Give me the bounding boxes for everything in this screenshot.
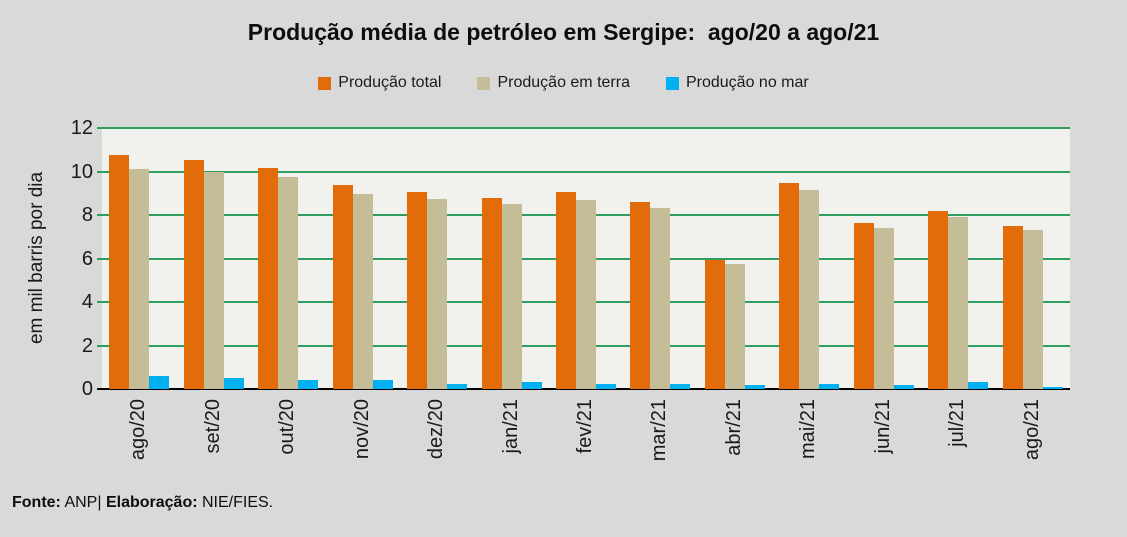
x-axis-label-jul-21: jul/21 bbox=[946, 399, 969, 447]
legend-swatch-icon bbox=[665, 76, 679, 90]
source-note: Fonte: ANP| Elaboração: NIE/FIES. bbox=[12, 494, 273, 512]
plot-area bbox=[97, 127, 1070, 390]
x-axis-label-out-20: out/20 bbox=[276, 399, 299, 455]
legend-item: Produção total bbox=[318, 74, 441, 92]
bar-produ-o-no-mar-jan-21 bbox=[521, 382, 542, 389]
elaboration-value: NIE/FIES. bbox=[202, 494, 274, 511]
y-axis-label-0: 0 bbox=[81, 378, 93, 400]
source-value: ANP| bbox=[64, 494, 102, 511]
bar-produ-o-em-terra-set-20 bbox=[203, 171, 224, 389]
gridline-y12 bbox=[97, 127, 1070, 129]
y-axis-label-12: 12 bbox=[70, 117, 93, 139]
legend-label: Produção total bbox=[338, 74, 442, 91]
bar-produ-o-total-jul-21 bbox=[928, 210, 949, 389]
x-axis-label-jun-21: jun/21 bbox=[871, 399, 894, 454]
x-axis-label-ago-20: ago/20 bbox=[127, 399, 150, 461]
bar-produ-o-no-mar-mai-21 bbox=[819, 383, 840, 389]
chart-legend: Produção total Produção em terra Produção … bbox=[0, 74, 1127, 92]
y-axis-label-8: 8 bbox=[81, 204, 93, 226]
bar-produ-o-no-mar-jul-21 bbox=[968, 382, 989, 389]
bar-produ-o-no-mar-abr-21 bbox=[744, 384, 765, 389]
bar-produ-o-no-mar-out-20 bbox=[298, 380, 319, 389]
bar-produ-o-total-jun-21 bbox=[853, 222, 874, 389]
bar-produ-o-em-terra-jan-21 bbox=[501, 204, 522, 389]
bar-produ-o-total-mai-21 bbox=[779, 183, 800, 389]
bar-produ-o-em-terra-nov-20 bbox=[352, 194, 373, 389]
bar-produ-o-no-mar-ago-20 bbox=[149, 375, 170, 389]
bar-produ-o-total-ago-21 bbox=[1002, 225, 1023, 389]
x-axis-label-dez-20: dez/20 bbox=[425, 399, 448, 460]
bar-produ-o-total-set-20 bbox=[183, 159, 204, 389]
x-axis-label-mar-21: mar/21 bbox=[648, 399, 671, 462]
x-axis-label-set-20: set/20 bbox=[201, 399, 224, 454]
y-axis-label-2: 2 bbox=[81, 334, 93, 357]
bar-produ-o-no-mar-nov-20 bbox=[372, 380, 393, 389]
y-axis-label-4: 4 bbox=[81, 291, 93, 313]
bar-produ-o-total-abr-21 bbox=[704, 259, 725, 389]
bar-produ-o-em-terra-fev-21 bbox=[576, 199, 596, 389]
bar-produ-o-no-mar-dez-20 bbox=[447, 383, 468, 389]
bar-produ-o-total-nov-20 bbox=[332, 184, 353, 389]
bar-produ-o-em-terra-mar-21 bbox=[650, 208, 671, 389]
x-axis-label-fev-21: fev/21 bbox=[574, 399, 596, 454]
legend-label: Produção em terra bbox=[497, 74, 630, 91]
elaboration-label: Elaboração: bbox=[105, 494, 198, 511]
bar-produ-o-em-terra-jul-21 bbox=[948, 217, 969, 389]
x-axis-tick-labels: ago/20 set/20 out/20 nov/20 dez/20 jan/21 fev/… bbox=[102, 399, 1070, 479]
gridline-y10 bbox=[97, 170, 1070, 173]
x-axis-label-jan-21: jan/21 bbox=[499, 399, 522, 454]
legend-swatch-icon bbox=[318, 76, 332, 90]
bar-produ-o-em-terra-jun-21 bbox=[873, 228, 894, 389]
bar-produ-o-no-mar-ago-21 bbox=[1042, 386, 1063, 389]
bar-produ-o-total-out-20 bbox=[258, 168, 279, 389]
legend-item: Produção no mar bbox=[665, 74, 809, 92]
bar-produ-o-em-terra-out-20 bbox=[278, 176, 299, 389]
y-axis-tick-labels: 0 2 4 6 8 10 12 bbox=[40, 117, 93, 400]
bar-produ-o-em-terra-dez-20 bbox=[427, 198, 448, 389]
x-axis-label-ago-21: ago/21 bbox=[1020, 399, 1043, 461]
x-axis-label-nov-20: nov/20 bbox=[350, 399, 373, 460]
bar-produ-o-total-dez-20 bbox=[407, 192, 428, 389]
bar-produ-o-em-terra-ago-20 bbox=[129, 169, 150, 389]
y-axis-label-6: 6 bbox=[81, 247, 93, 270]
bar-produ-o-em-terra-ago-21 bbox=[1022, 230, 1043, 389]
x-axis-label-mai-21: mai/21 bbox=[797, 399, 820, 460]
bar-produ-o-no-mar-set-20 bbox=[223, 378, 244, 389]
bar-produ-o-no-mar-mar-21 bbox=[670, 383, 691, 389]
legend-label: Produção no mar bbox=[685, 74, 809, 91]
bar-produ-o-total-ago-20 bbox=[109, 155, 130, 389]
x-axis-line bbox=[97, 388, 1070, 390]
bar-produ-o-em-terra-abr-21 bbox=[724, 263, 745, 389]
bar-produ-o-no-mar-fev-21 bbox=[596, 383, 616, 389]
x-axis-label-abr-21: abr/21 bbox=[722, 399, 745, 456]
chart-title: Produção média de petróleo em Sergipe: a… bbox=[247, 19, 880, 45]
bar-produ-o-total-fev-21 bbox=[556, 192, 576, 389]
bar-produ-o-em-terra-mai-21 bbox=[799, 190, 820, 389]
y-axis-label-10: 10 bbox=[70, 160, 93, 183]
legend-item: Produção em terra bbox=[477, 74, 630, 92]
bar-produ-o-no-mar-jun-21 bbox=[893, 384, 914, 389]
source-label: Fonte: bbox=[12, 494, 61, 511]
bar-produ-o-total-jan-21 bbox=[481, 197, 502, 389]
bar-produ-o-total-mar-21 bbox=[630, 201, 651, 389]
legend-swatch-icon bbox=[477, 76, 491, 90]
